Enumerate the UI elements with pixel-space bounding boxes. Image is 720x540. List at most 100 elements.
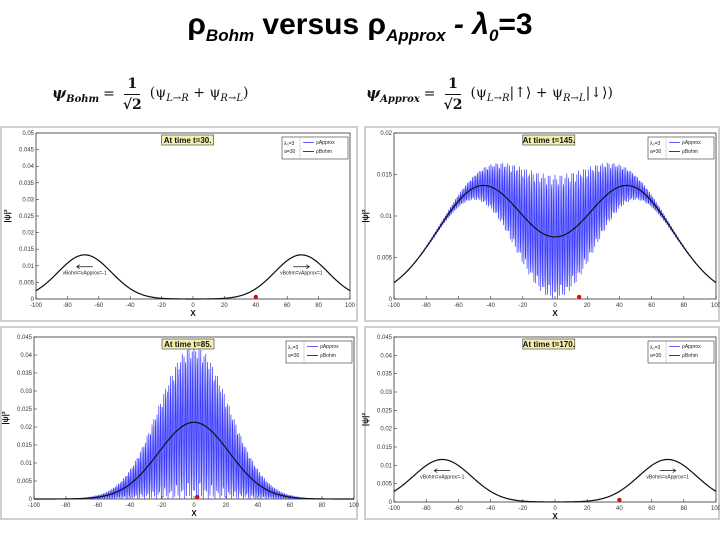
y-tick-label: 0 [389,297,393,303]
time-label-box [522,134,576,146]
x-tick-label: 60 [287,503,294,509]
legend-box [281,136,349,160]
eq-approx-equals: = [423,86,436,102]
series-approx [393,162,717,299]
y-tick-label: 0.025 [19,214,35,220]
x-tick-label: 100 [349,503,360,509]
y-tick-label: 0 [29,497,33,503]
x-tick-label: -80 [422,303,431,309]
x-tick-label: 20 [223,503,230,509]
title-rho-2: ρ [367,8,387,41]
x-tick-label: 0 [553,506,557,512]
x-tick-label: -40 [486,303,495,309]
x-tick-label: 100 [345,303,356,309]
legend-entry: ρBohm [682,149,698,155]
x-tick-label: 60 [648,303,655,309]
x-tick-label: 40 [616,506,623,512]
legend-entry: ρApprox [320,344,339,350]
y-tick-label: 0.01 [380,463,392,469]
eq-approx-num: 1 [445,74,461,95]
particle-dot [195,494,200,500]
x-tick-label: -40 [126,503,135,509]
x-tick-label: 80 [319,503,326,509]
time-label: At time t=170. [523,340,575,349]
time-label: At time t=85. [164,340,212,349]
legend-entry: ρApprox [316,140,335,146]
x-axis-label: X [552,512,558,521]
chart-panel-4: -100 -80 -60 -40 -20 0 20 40 60 80 100 0 0.005 0.01 0.… [361,326,720,521]
x-tick-label: -60 [94,303,103,309]
legend-entry: ρApprox [682,140,701,146]
legend-entry: ρBohm [320,353,336,359]
legend-lambda: λ₀=3 [650,141,660,147]
legend-entry: ρApprox [682,344,701,350]
y-tick-label: 0.015 [377,445,393,451]
x-tick-label: 0 [192,503,196,509]
velocity-arrow [659,468,677,473]
x-tick-label: 80 [680,506,687,512]
x-tick-label: 80 [315,303,322,309]
eq-approx-sub2: R→L [563,92,586,104]
velocity-annotation: vBohm=vApprox=1 [280,271,323,277]
x-tick-label: -20 [518,506,527,512]
legend-lambda: λ₀=3 [650,345,660,351]
y-tick-label: 0.03 [22,197,34,203]
eq-bohm-num: 1 [124,74,141,95]
x-tick-label: 60 [284,303,291,309]
title-sub-approx: Approx [386,26,446,45]
x-tick-label: -80 [63,303,72,309]
y-tick-label: 0.005 [19,280,35,286]
x-tick-label: 20 [584,506,591,512]
x-axis-label: X [191,509,197,518]
y-tick-label: 0.025 [377,408,393,414]
x-tick-label: 80 [680,303,687,309]
legend-a: a=30 [288,353,299,359]
legend-a: a=30 [650,149,661,155]
series-bohm [34,421,354,500]
particle-dot [617,497,622,503]
eq-bohm-rhs: (ψ [149,84,167,101]
x-tick-label: 40 [255,503,262,509]
velocity-annotation: vBohm=vApprox=1 [646,475,689,481]
y-tick-label: 0.015 [17,443,33,449]
y-axis-label: |ψ|² [1,411,10,425]
velocity-arrow [293,264,310,270]
x-axis-label: X [552,309,558,318]
eq-bohm-den: √2 [122,96,142,113]
eq-approx-sub1: L→R [486,92,510,104]
eq-approx-fraction: 1 √2 [444,74,463,115]
x-tick-label: -80 [422,506,431,512]
legend-lambda: λ₀=3 [284,141,294,147]
x-tick-label: -40 [126,303,135,309]
eq-approx-lhs-sub: Approx [380,93,420,105]
x-tick-label: -20 [518,303,527,309]
x-axis-label: X [190,309,196,318]
y-tick-label: 0.04 [380,353,392,359]
time-label-box [522,338,576,350]
x-tick-label: -100 [30,303,43,309]
eq-bohm-mid: + ψ [188,84,221,101]
eq-bohm-equals: = [103,86,115,102]
y-tick-label: 0.045 [19,148,35,154]
title-rho-1: ρ [187,8,206,41]
particle-dot [253,294,258,300]
x-tick-label: 100 [711,506,720,512]
y-tick-label: 0 [31,297,35,303]
title-versus: versus [254,8,368,41]
x-tick-label: -100 [388,506,401,512]
chart-panel-3: -100 -80 -60 -40 -20 0 20 40 60 80 100 0 0.005 0.01 0.… [0,326,360,520]
y-tick-label: 0.005 [377,256,393,262]
eq-bohm-sub1: L→R [166,92,189,104]
title-sub-bohm: Bohm [205,26,255,45]
legend-lambda: λ₀=3 [288,345,298,351]
x-tick-label: -100 [28,503,41,509]
time-label-box [161,134,214,146]
y-tick-label: 0.015 [377,173,393,179]
x-tick-label: 0 [191,303,195,309]
title-eq: =3 [498,8,533,41]
y-tick-label: 0.035 [17,371,33,377]
x-tick-label: -40 [486,506,495,512]
y-tick-label: 0.05 [22,131,34,137]
x-tick-label: -60 [454,506,463,512]
